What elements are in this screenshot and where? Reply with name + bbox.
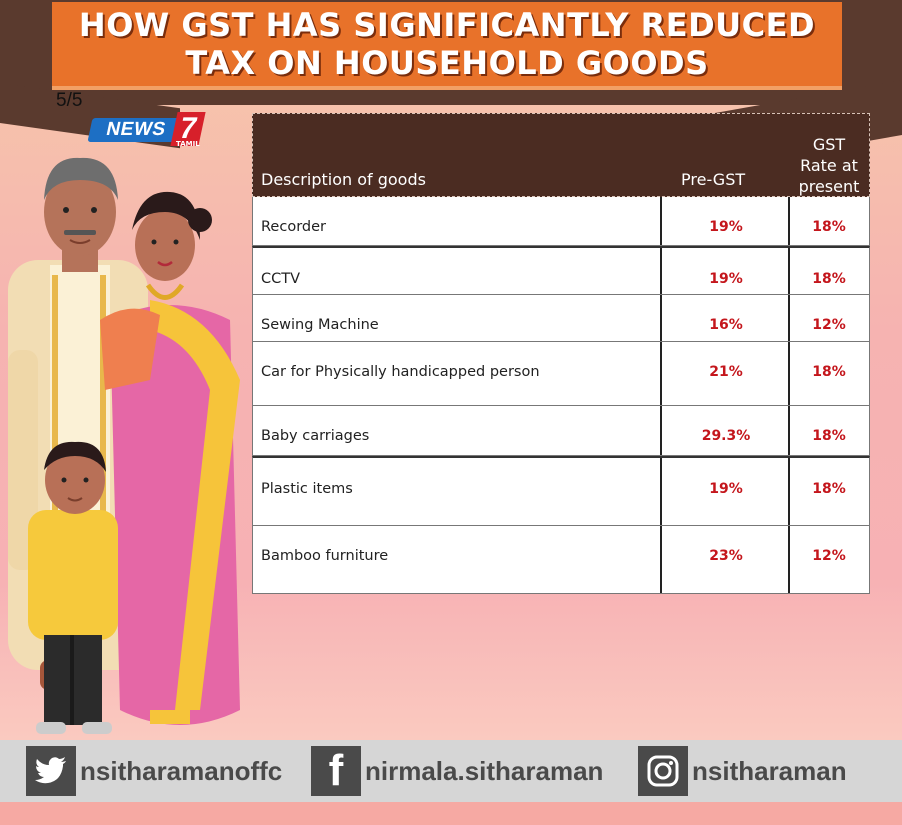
column-divider bbox=[660, 458, 662, 525]
page-indicator: 5/5 bbox=[56, 90, 83, 111]
title-line-1: HOW GST HAS SIGNIFICANTLY REDUCED bbox=[78, 6, 816, 44]
table-row: Plastic items 19% 18% bbox=[252, 456, 870, 526]
cell-present-rate: 12% bbox=[812, 317, 846, 333]
column-header-gst-present: GST Rate at present bbox=[789, 134, 869, 197]
footer-accent-strip bbox=[0, 802, 902, 825]
facebook-handle[interactable]: nirmala.sitharaman bbox=[365, 755, 604, 786]
facebook-handle-group[interactable]: f nirmala.sitharaman bbox=[311, 746, 603, 796]
cell-present-rate: 18% bbox=[812, 271, 846, 287]
column-divider bbox=[660, 295, 662, 341]
cell-description: Car for Physically handicapped person bbox=[261, 364, 540, 380]
twitter-icon[interactable] bbox=[26, 746, 76, 796]
logo-tamil-text: TAMIL bbox=[176, 140, 200, 148]
table-row: CCTV 19% 18% bbox=[252, 246, 870, 295]
column-divider bbox=[788, 248, 790, 294]
cell-pre-gst: 29.3% bbox=[701, 428, 751, 444]
twitter-handle[interactable]: nsitharamanoffc bbox=[80, 755, 283, 786]
cell-description: CCTV bbox=[261, 271, 301, 287]
table-row: Sewing Machine 16% 12% bbox=[252, 295, 870, 342]
column-header-gst-line-3: present bbox=[798, 177, 860, 196]
cell-description: Bamboo furniture bbox=[261, 548, 389, 564]
gst-rate-table: Description of goods Pre-GST GST Rate at… bbox=[252, 113, 870, 594]
column-divider bbox=[660, 406, 662, 455]
title-banner: HOW GST HAS SIGNIFICANTLY REDUCED TAX ON… bbox=[52, 2, 842, 90]
column-divider bbox=[788, 197, 790, 245]
table-row: Car for Physically handicapped person 21… bbox=[252, 342, 870, 406]
column-divider bbox=[788, 458, 790, 525]
instagram-icon[interactable] bbox=[638, 746, 688, 796]
instagram-handle[interactable]: nsitharaman bbox=[692, 755, 847, 786]
column-divider bbox=[660, 248, 662, 294]
cell-pre-gst: 19% bbox=[709, 271, 743, 287]
title-line-2: TAX ON HOUSEHOLD GOODS bbox=[185, 44, 709, 82]
cell-description: Recorder bbox=[261, 219, 326, 235]
table-row: Baby carriages 29.3% 18% bbox=[252, 406, 870, 456]
woman-figure bbox=[100, 191, 240, 725]
facebook-icon[interactable]: f bbox=[311, 746, 361, 796]
cell-pre-gst: 16% bbox=[709, 317, 743, 333]
twitter-handle-group[interactable]: nsitharamanoffc bbox=[26, 746, 282, 796]
column-divider bbox=[788, 295, 790, 341]
cell-present-rate: 18% bbox=[812, 364, 846, 380]
column-divider bbox=[788, 526, 790, 593]
column-header-description: Description of goods bbox=[261, 170, 426, 189]
social-footer: nsitharamanoffc f nirmala.sitharaman nsi… bbox=[0, 740, 902, 802]
family-illustration bbox=[8, 157, 240, 734]
cell-pre-gst: 21% bbox=[709, 364, 743, 380]
column-divider bbox=[660, 197, 662, 245]
column-divider bbox=[660, 526, 662, 593]
column-divider bbox=[660, 342, 662, 405]
cell-present-rate: 18% bbox=[812, 428, 846, 444]
column-header-pre-gst: Pre-GST bbox=[681, 170, 746, 189]
cell-description: Sewing Machine bbox=[261, 317, 379, 333]
table-row: Recorder 19% 18% bbox=[252, 197, 870, 246]
cell-description: Plastic items bbox=[261, 481, 353, 497]
news7-tamil-logo: NEWS 7 TAMIL bbox=[87, 112, 210, 150]
table-header: Description of goods Pre-GST GST Rate at… bbox=[252, 113, 870, 197]
cell-present-rate: 18% bbox=[812, 219, 846, 235]
cell-pre-gst: 19% bbox=[709, 219, 743, 235]
cell-present-rate: 12% bbox=[812, 548, 846, 564]
column-header-gst-line-2: Rate at bbox=[800, 156, 858, 175]
column-header-gst-line-1: GST bbox=[812, 135, 846, 154]
instagram-handle-group[interactable]: nsitharaman bbox=[638, 746, 847, 796]
cell-present-rate: 18% bbox=[812, 481, 846, 497]
column-divider bbox=[788, 406, 790, 455]
table-row: Bamboo furniture 23% 12% bbox=[252, 526, 870, 594]
cell-pre-gst: 19% bbox=[709, 481, 743, 497]
logo-news-text: NEWS bbox=[87, 118, 185, 142]
column-divider bbox=[788, 342, 790, 405]
cell-description: Baby carriages bbox=[261, 428, 370, 444]
cell-pre-gst: 23% bbox=[709, 548, 743, 564]
boy-figure bbox=[28, 441, 118, 734]
